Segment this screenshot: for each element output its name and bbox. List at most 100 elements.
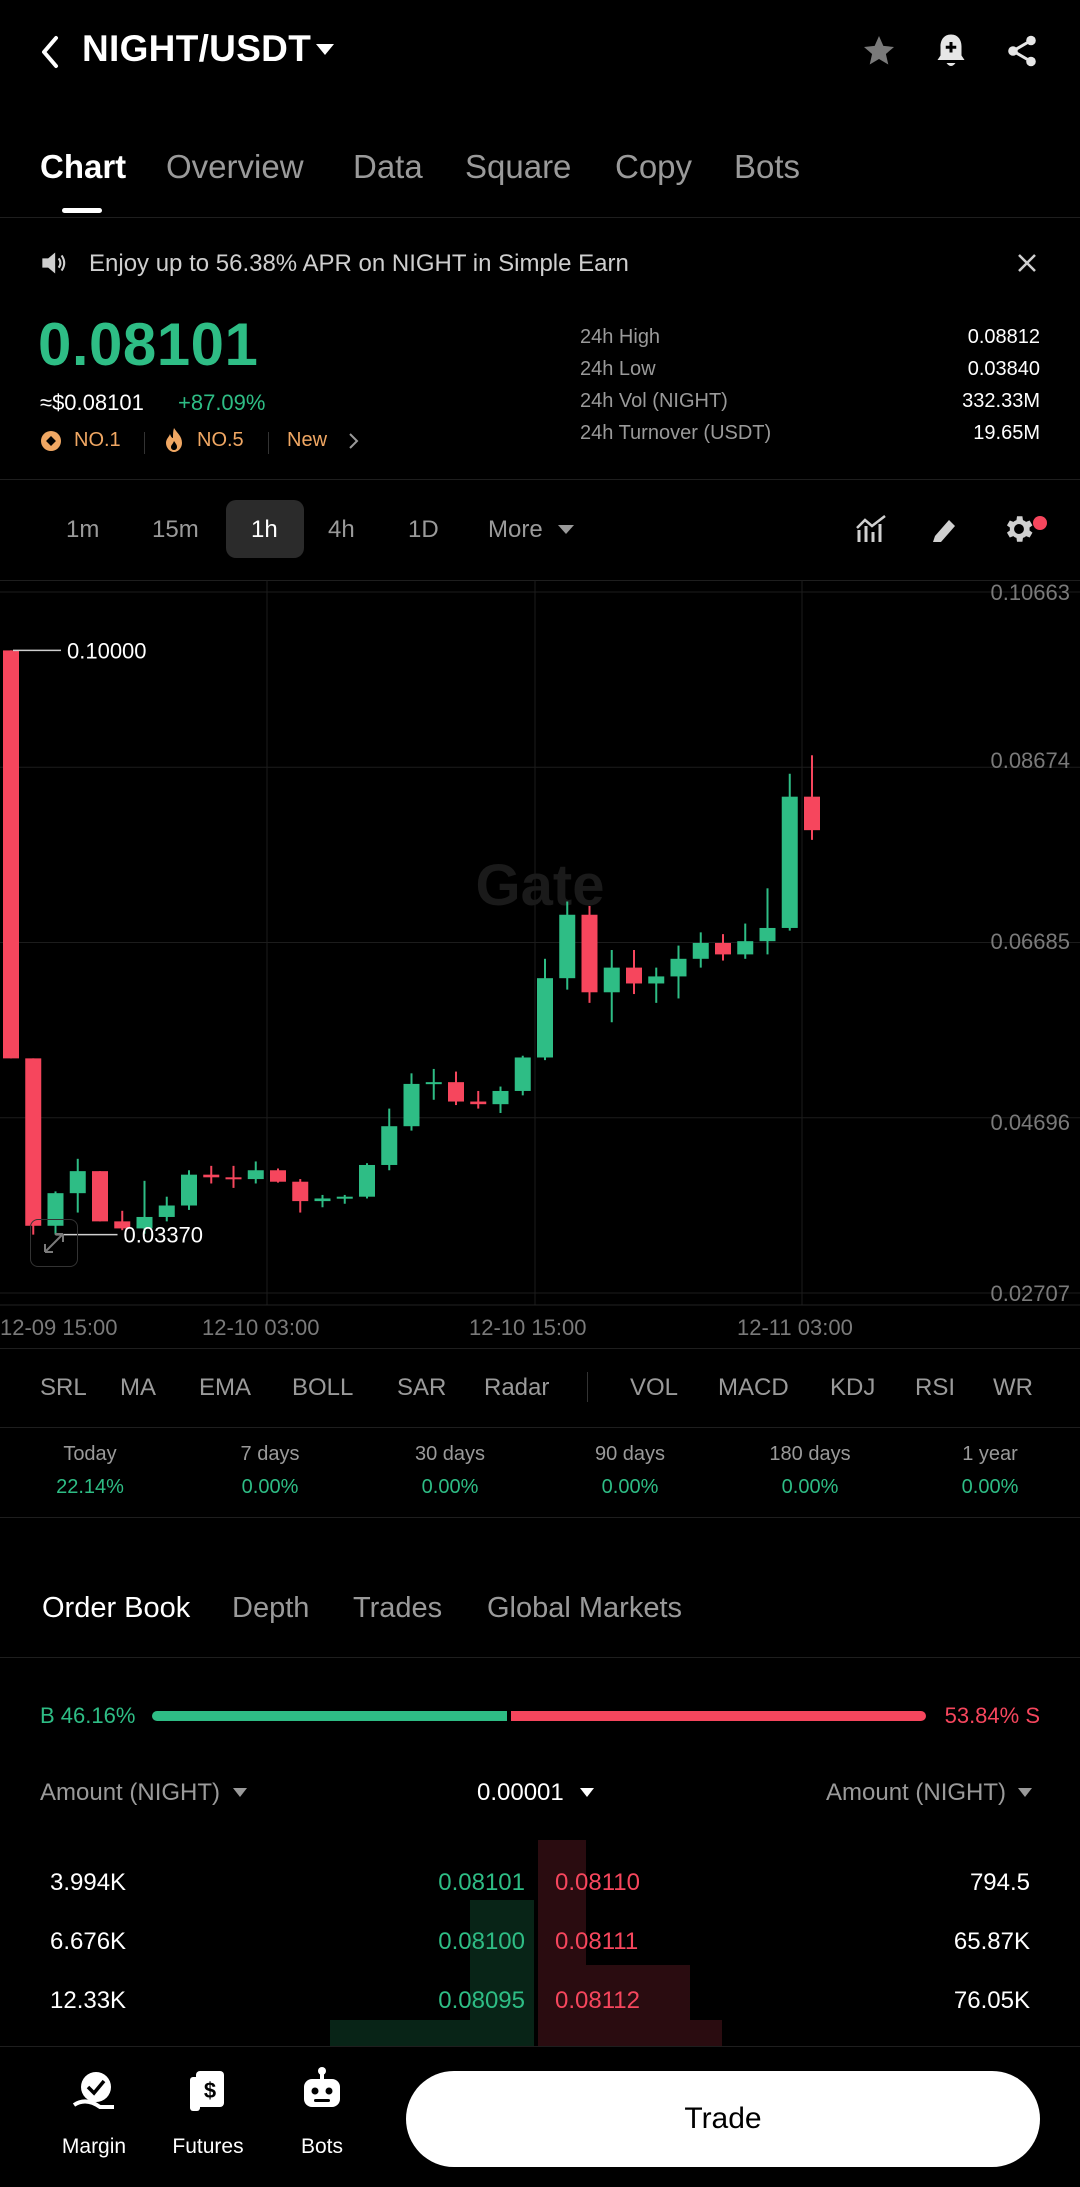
share-icon[interactable]: [1004, 33, 1040, 69]
candle-body: [181, 1174, 197, 1206]
timeframe-1h[interactable]: 1h: [251, 516, 278, 543]
margin-icon[interactable]: [70, 2067, 118, 2115]
candle: [715, 934, 731, 961]
tab-square[interactable]: Square: [465, 148, 572, 185]
indicator-macd[interactable]: MACD: [718, 1374, 789, 1401]
stat-value: 0.08812: [967, 326, 1040, 348]
candle: [270, 1168, 286, 1183]
candle: [692, 932, 709, 968]
indicator-kdj[interactable]: KDJ: [830, 1374, 876, 1401]
candle: [69, 1158, 86, 1213]
candle-body: [692, 942, 709, 959]
candle: [114, 1210, 131, 1231]
rank-badge-1[interactable]: NO.1: [74, 429, 121, 451]
tab-chart[interactable]: Chart: [40, 148, 127, 185]
x-tick-label: 12-10 15:00: [469, 1315, 587, 1340]
candle-body: [203, 1174, 220, 1178]
indicator-radar[interactable]: Radar: [484, 1374, 550, 1401]
chevron-right-icon[interactable]: [348, 432, 360, 450]
ratio-bar-buy: [152, 1711, 507, 1721]
ask-price[interactable]: 0.08110: [555, 1869, 640, 1896]
nav-margin-label[interactable]: Margin: [61, 2135, 127, 2158]
stat-label: 24h High: [580, 326, 661, 348]
bid-amount-header[interactable]: Amount (NIGHT): [40, 1779, 221, 1806]
tab-order-book[interactable]: Order Book: [42, 1592, 191, 1624]
perf-value: 0.00%: [961, 1476, 1019, 1498]
perf-label: 1 year: [962, 1443, 1018, 1465]
candle: [603, 949, 620, 1023]
candle: [3, 650, 19, 1059]
candle-body: [114, 1221, 131, 1229]
bid-price[interactable]: 0.08095: [438, 1987, 525, 2014]
tab-data[interactable]: Data: [353, 148, 423, 185]
back-arrow-icon[interactable]: [38, 34, 62, 70]
bid-price[interactable]: 0.08101: [438, 1869, 525, 1896]
candle-body: [559, 914, 576, 979]
trade-button[interactable]: Trade: [406, 2071, 1040, 2167]
chevron-down-icon[interactable]: [580, 1788, 594, 1798]
ask-price[interactable]: 0.08112: [555, 1987, 640, 2014]
promo-banner[interactable]: Enjoy up to 56.38% APR on NIGHT in Simpl…: [0, 218, 1080, 308]
candle-body: [537, 978, 553, 1058]
bid-price[interactable]: 0.08100: [438, 1928, 525, 1955]
indicator-rsi[interactable]: RSI: [915, 1374, 956, 1401]
rank-badge-2[interactable]: NO.5: [197, 429, 244, 451]
chevron-down-icon[interactable]: [1018, 1788, 1032, 1798]
nav-futures-label[interactable]: Futures: [172, 2135, 244, 2158]
candle-body: [25, 1058, 42, 1226]
indicator-boll[interactable]: BOLL: [292, 1374, 354, 1401]
candle: [648, 967, 665, 1003]
settings-icon[interactable]: [1002, 512, 1036, 546]
chevron-down-icon[interactable]: [233, 1788, 247, 1798]
new-badge[interactable]: New: [287, 429, 328, 451]
candle-body: [270, 1170, 286, 1182]
chart-grid: [0, 580, 1080, 1306]
indicator-wr[interactable]: WR: [993, 1374, 1033, 1401]
candle: [514, 1055, 531, 1096]
badge-divider: [144, 432, 145, 454]
ask-price[interactable]: 0.08111: [555, 1928, 639, 1955]
ask-amount-header[interactable]: Amount (NIGHT): [826, 1779, 1007, 1806]
timeframe-15m[interactable]: 15m: [152, 516, 199, 543]
more-dropdown-icon[interactable]: [558, 525, 574, 535]
tab-overview[interactable]: Overview: [166, 148, 304, 185]
indicator-vol[interactable]: VOL: [630, 1374, 679, 1401]
candle-body: [381, 1126, 398, 1165]
notification-dot: [1033, 516, 1047, 530]
candlestick-chart[interactable]: Gate 0.10000 0.03370: [0, 580, 1080, 1350]
bell-plus-icon[interactable]: [933, 31, 969, 71]
futures-icon[interactable]: $: [186, 2067, 230, 2115]
candle: [759, 888, 776, 955]
indicator-icon[interactable]: [855, 514, 887, 544]
tab-bots[interactable]: Bots: [734, 148, 801, 185]
indicator-srl[interactable]: SRL: [40, 1374, 87, 1401]
indicator-ma[interactable]: MA: [120, 1374, 156, 1401]
tab-global-markets[interactable]: Global Markets: [487, 1592, 683, 1624]
timeframe-more[interactable]: More: [488, 516, 543, 543]
pair-title[interactable]: NIGHT/USDT: [82, 28, 312, 69]
tab-depth[interactable]: Depth: [232, 1592, 310, 1624]
perf-label: 30 days: [414, 1443, 486, 1465]
candle-body: [626, 967, 642, 984]
candle: [537, 958, 553, 1061]
nav-bots-label[interactable]: Bots: [300, 2135, 344, 2158]
star-icon[interactable]: [860, 33, 898, 69]
draw-icon[interactable]: [929, 514, 961, 544]
tab-copy[interactable]: Copy: [615, 148, 693, 185]
indicator-sar[interactable]: SAR: [397, 1374, 447, 1401]
timeframe-4h[interactable]: 4h: [328, 516, 355, 543]
candle-body: [514, 1057, 531, 1091]
close-icon[interactable]: [1017, 253, 1037, 273]
precision-selector[interactable]: 0.00001: [477, 1779, 564, 1806]
pair-dropdown-icon[interactable]: [316, 44, 334, 56]
candle: [92, 1171, 108, 1222]
tab-trades[interactable]: Trades: [353, 1592, 443, 1624]
timeframe-1d[interactable]: 1D: [408, 516, 439, 543]
indicator-ema[interactable]: EMA: [199, 1374, 252, 1401]
price-change: +87.09%: [178, 390, 266, 415]
timeframe-1m[interactable]: 1m: [66, 516, 100, 543]
divider: [0, 1517, 1080, 1518]
x-tick-label: 12-10 03:00: [202, 1315, 320, 1340]
expand-button[interactable]: [30, 1219, 78, 1267]
bots-icon[interactable]: [300, 2065, 344, 2113]
